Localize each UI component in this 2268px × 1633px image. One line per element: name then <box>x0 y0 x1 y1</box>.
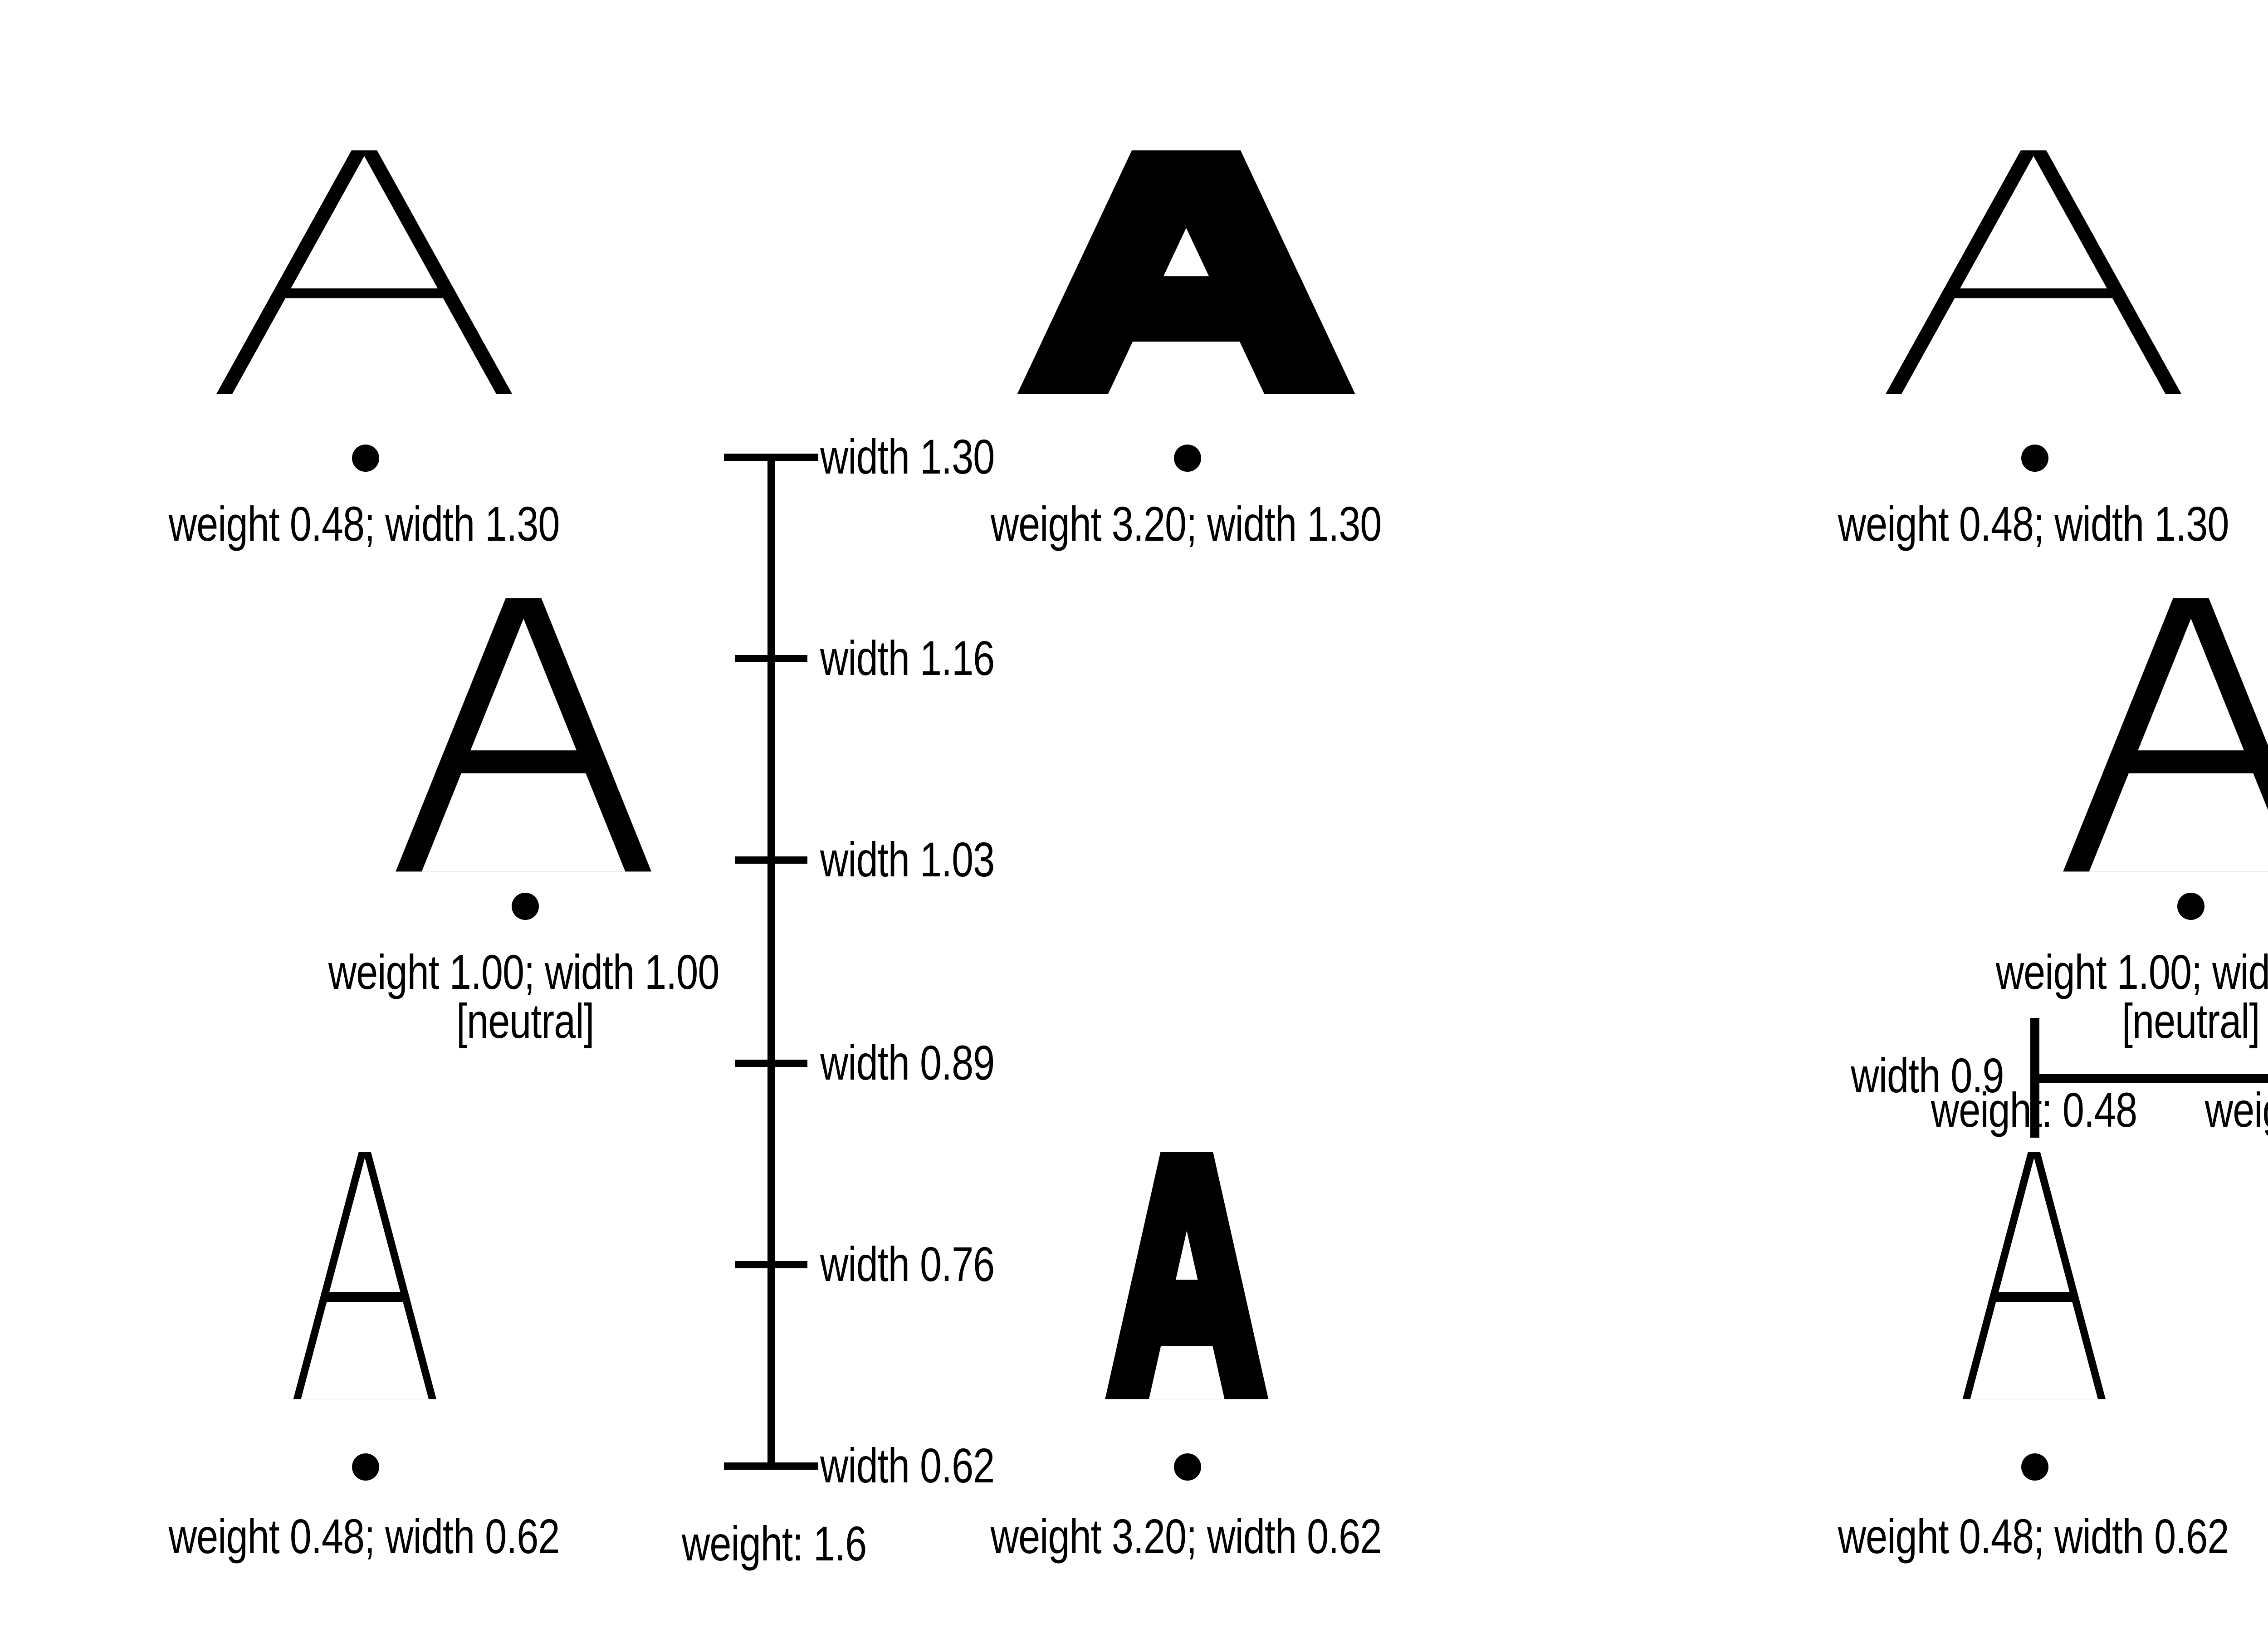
letter-a-glyph-svg <box>2063 598 2268 872</box>
weight-axis-tick-label-text: weight: 0.48 <box>1931 1083 2137 1138</box>
letter-a-glyph-svg <box>293 1152 436 1399</box>
glyph-caption-text: weight 1.00; width 1.00 <box>329 945 720 1000</box>
glyph-caption: weight 3.20; width 0.62 <box>878 1508 1495 1566</box>
glyph-caption: weight 0.48; width 0.62 <box>1725 1508 2268 1566</box>
width-axis-tick <box>724 1462 818 1470</box>
glyph-caption: weight 1.00; width 1.00 <box>1882 944 2268 1002</box>
glyph-cell-bottom-left <box>1856 1139 2212 1412</box>
design-space-dot <box>351 1452 378 1480</box>
letter-a-glyph-svg <box>1962 1152 2106 1399</box>
width-axis-tick-label: width 1.16 <box>820 630 1219 688</box>
glyph-caption-text: weight 3.20; width 0.62 <box>991 1510 1383 1564</box>
width-axis-tick-label: width 1.03 <box>820 832 1219 890</box>
glyph-caption-text: weight 1.00; width 1.00 <box>1995 945 2268 1000</box>
letter-a-glyph-svg <box>1017 150 1356 394</box>
letter-a-glyph-svg <box>1105 1152 1269 1399</box>
width-axis-tick <box>724 454 818 461</box>
width-axis-tick <box>735 655 807 663</box>
width-axis-tick-label-text: width 0.89 <box>820 1035 995 1090</box>
glyph-caption-text: weight 3.20; width 1.30 <box>991 497 1383 552</box>
design-space-dot <box>2177 892 2204 919</box>
axis-fixed-weight-label: weight: 1.6 <box>503 1515 1047 1573</box>
width-axis-tick-label-text: width 1.03 <box>820 833 995 888</box>
axis-fixed-width-label-text: width 0.9 <box>1850 1049 2004 1103</box>
width-axis-tick-label-text: width 1.30 <box>820 430 995 484</box>
glyph-cell-bottom-left <box>187 1139 543 1412</box>
width-axis-tick-label: width 0.76 <box>820 1235 1219 1293</box>
glyph-cell-top-left <box>1858 138 2209 406</box>
weight-axis-tick-label: weight: 1.39 <box>2108 1081 2268 1139</box>
glyph-caption-text: weight 0.48; width 1.30 <box>169 497 561 552</box>
axis-fixed-width-label: width 0.9 <box>1604 1047 2004 1105</box>
weight-axis-tick-label: weight: 0.48 <box>1834 1081 2234 1139</box>
glyph-caption: weight 0.48; width 1.30 <box>1725 495 2268 553</box>
glyph-caption: weight 1.00; width 1.00 <box>216 944 833 1002</box>
design-space-dot <box>1173 444 1200 471</box>
weight-axis-line <box>2034 1073 2268 1082</box>
width-axis-tick-label: width 1.30 <box>820 428 1219 486</box>
letter-a-glyph-svg <box>1886 150 2182 394</box>
width-axis-tick-label-text: width 1.16 <box>820 631 995 686</box>
width-axis-tick <box>735 1059 807 1066</box>
glyph-caption-text: weight 0.48; width 0.62 <box>1838 1510 2230 1564</box>
letter-a-glyph-svg <box>216 150 513 394</box>
design-space-dot <box>351 444 378 471</box>
glyph-cell-top-right <box>1011 138 1362 406</box>
design-space-dot <box>511 892 538 919</box>
glyph-caption-sublabel: [neutral] <box>216 993 833 1051</box>
design-space-dot <box>1173 1452 1200 1480</box>
glyph-cell-center <box>1994 584 2268 885</box>
glyph-caption-sublabel-text: [neutral] <box>2122 994 2260 1049</box>
glyph-caption-sublabel: [neutral] <box>1882 993 2268 1051</box>
width-axis-tick-label: width 0.89 <box>820 1033 1219 1091</box>
glyph-cell-center <box>327 584 721 885</box>
glyph-caption: weight 3.20; width 1.30 <box>878 495 1495 553</box>
glyph-caption: weight 0.48; width 0.62 <box>56 1508 673 1566</box>
weight-axis-tick <box>2029 1018 2038 1138</box>
glyph-caption: weight 0.48; width 1.30 <box>56 495 673 553</box>
weight-axis-tick-label-text: weight: 1.39 <box>2204 1083 2268 1138</box>
width-axis-tick-label: width 0.62 <box>820 1437 1219 1495</box>
width-axis-tick <box>735 857 807 865</box>
design-space-dot <box>2020 1452 2048 1480</box>
width-axis-tick-label-text: width 0.62 <box>820 1439 995 1493</box>
width-axis-line <box>767 457 775 1466</box>
glyph-caption-sublabel-text: [neutral] <box>455 994 594 1049</box>
glyph-caption-text: weight 0.48; width 1.30 <box>1838 497 2230 552</box>
glyph-caption-text: weight 0.48; width 0.62 <box>169 1510 561 1564</box>
axis-fixed-weight-label-text: weight: 1.6 <box>682 1517 867 1571</box>
width-axis-tick-label-text: width 0.76 <box>820 1237 995 1292</box>
glyph-cell-bottom-right <box>1009 1139 1365 1412</box>
design-space-dot <box>2020 444 2048 471</box>
glyph-cell-top-left <box>189 138 540 406</box>
letter-a-glyph-svg <box>396 598 652 872</box>
width-axis-tick <box>735 1261 807 1268</box>
